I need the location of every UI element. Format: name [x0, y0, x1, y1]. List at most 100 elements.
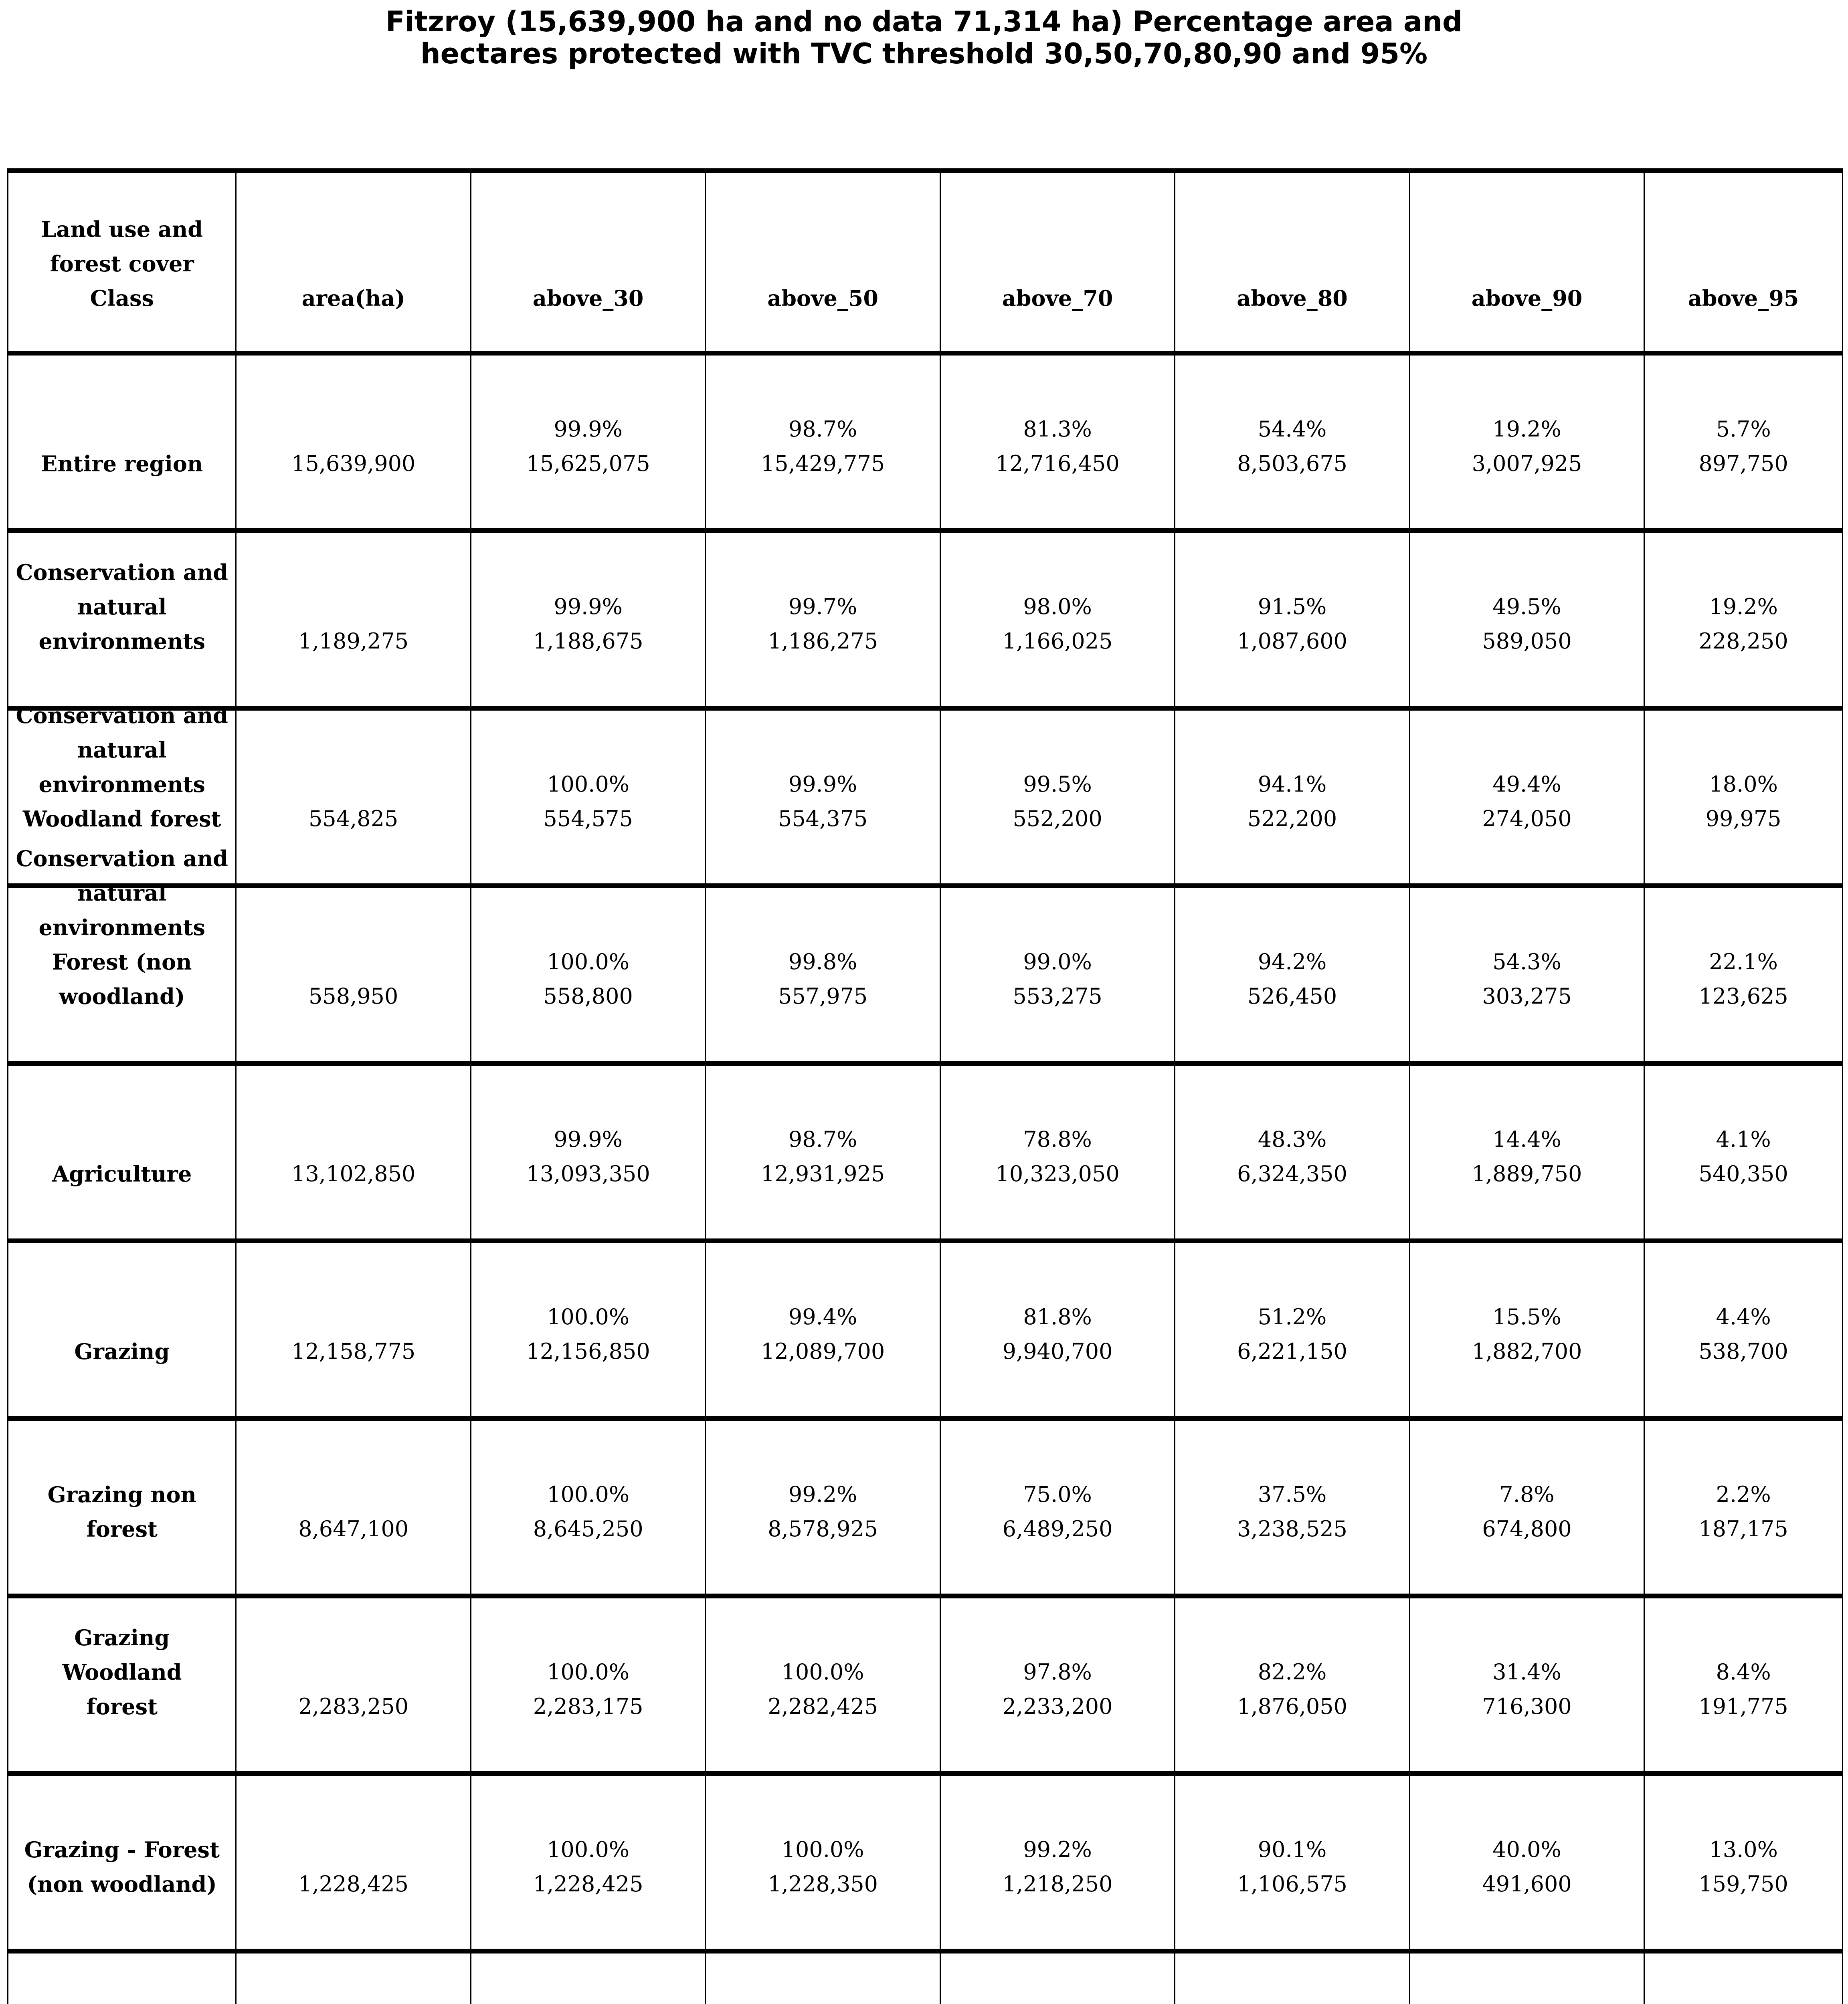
area-value: 15,639,900	[291, 451, 416, 476]
hectares-value: 554,375	[778, 806, 868, 831]
value-cell: 10.1%81,925	[1175, 1953, 1410, 2004]
value-cell: 14.4% 1,889,750	[1410, 1066, 1645, 1238]
class-cell: Cropping	[8, 1953, 237, 2004]
table-row: Agriculture 13,102,850 99.9% 13,093,350 98.7…	[8, 1061, 1842, 1238]
percent-value: 22.1%	[1709, 949, 1778, 974]
header-label: above_90	[1471, 285, 1583, 311]
value-cell-content: 51.2% 6,221,150	[1178, 1300, 1406, 1369]
value-cell-content: 31.4% 716,300	[1413, 1655, 1641, 1724]
value-cell: 22.1% 123,625	[1645, 888, 1842, 1061]
table-row: Entire region 15,639,900 99.9% 15,625,075 98…	[8, 351, 1842, 528]
class-cell: Agriculture	[8, 1066, 237, 1238]
value-cell: 97.8% 2,233,200	[941, 1598, 1176, 1771]
value-cell-content: 18.0% 99,975	[1647, 767, 1840, 836]
area-value: 1,189,275	[298, 628, 409, 654]
hectares-value: 10,323,050	[995, 1161, 1120, 1186]
area-cell: 13,102,850	[237, 1066, 471, 1238]
area-cell: 15,639,900	[237, 356, 471, 528]
value-cell: 54.3% 303,275	[1410, 888, 1645, 1061]
value-cell-content: 100.0% 1,228,425	[474, 1832, 702, 1901]
value-cell: 4.4% 538,700	[1645, 1243, 1842, 1416]
class-label: Conservation and natural environments Fo…	[16, 846, 228, 1009]
value-cell-content: 75.0% 6,489,250	[943, 1477, 1172, 1546]
hectares-value: 274,050	[1482, 806, 1572, 831]
percent-value: 2.2%	[1716, 1482, 1771, 1507]
area-value: 554,825	[309, 806, 398, 831]
class-cell: Grazing Woodland forest	[8, 1598, 237, 1771]
value-cell-content: 98.0% 1,166,025	[943, 590, 1172, 659]
header-cell: area(ha)	[237, 173, 471, 351]
value-cell: 15.5% 1,882,700	[1410, 1243, 1645, 1416]
percent-value: 99.2%	[788, 1482, 857, 1507]
area-cell: 1,189,275	[237, 533, 471, 706]
value-cell-content: 40.0% 491,600	[1413, 1832, 1641, 1901]
table-row: Grazing - Forest (non woodland) 1,228,425…	[8, 1771, 1842, 1949]
hectares-value: 8,503,675	[1237, 451, 1347, 476]
value-cell-content: 91.5% 1,087,600	[1178, 590, 1406, 659]
value-cell-content: 15.5% 1,882,700	[1413, 1300, 1641, 1369]
hectares-value: 13,093,350	[526, 1161, 650, 1186]
value-cell-content: 7.8% 674,800	[1413, 1477, 1641, 1546]
header-cell: above_30	[471, 173, 706, 351]
value-cell: 54.4% 8,503,675	[1175, 356, 1410, 528]
area-cell: 12,158,775	[237, 1243, 471, 1416]
value-cell-content: 99.5% 552,200	[943, 767, 1172, 836]
hectares-value: 6,489,250	[1002, 1516, 1113, 1541]
percent-value: 99.9%	[554, 1127, 623, 1152]
value-cell-content: 99.4% 12,089,700	[708, 1300, 937, 1369]
value-cell: 89.4%726,600	[706, 1953, 941, 2004]
value-cell-content: 99.7% 1,186,275	[708, 590, 937, 659]
hectares-value: 1,876,050	[1237, 1694, 1347, 1719]
header-class-cell: Land use and forest cover Class	[8, 173, 237, 351]
page-title-line1: Fitzroy (15,639,900 ha and no data 71,31…	[385, 5, 1463, 38]
value-cell-content: 100.0% 2,282,425	[708, 1655, 937, 1724]
page-title: Fitzroy (15,639,900 ha and no data 71,31…	[0, 6, 1848, 70]
percent-value: 8.4%	[1716, 1659, 1771, 1685]
value-cell-content: 19.2% 228,250	[1647, 590, 1840, 659]
value-cell-content: 54.3% 303,275	[1413, 945, 1641, 1014]
hectares-value: 526,450	[1247, 984, 1337, 1009]
hectares-value: 557,975	[778, 984, 868, 1009]
percent-value: 98.7%	[788, 1127, 857, 1152]
area-cell: 554,825	[237, 711, 471, 883]
hectares-value: 1,228,350	[768, 1871, 878, 1897]
hectares-value: 12,089,700	[761, 1339, 885, 1364]
header-label: above_95	[1688, 285, 1799, 311]
value-cell-content: 94.1% 522,200	[1178, 767, 1406, 836]
value-cell-content: 4.1% 540,350	[1647, 1122, 1840, 1191]
percent-value: 49.5%	[1492, 594, 1561, 619]
value-cell: 100.0% 554,575	[471, 711, 706, 883]
hectares-value: 716,300	[1482, 1694, 1572, 1719]
header-label: above_70	[1002, 285, 1113, 311]
value-cell: 7.8% 674,800	[1410, 1421, 1645, 1594]
value-cell: 100.0% 1,228,425	[471, 1776, 706, 1949]
hectares-value: 589,050	[1482, 628, 1572, 654]
percent-value: 100.0%	[547, 772, 630, 797]
percent-value: 99.7%	[788, 594, 857, 619]
table-row: Conservation and natural environments Fo…	[8, 846, 1842, 1061]
value-cell: 0.5%4,375	[1410, 1953, 1645, 2004]
value-cell: 99.9% 1,188,675	[471, 533, 706, 706]
area-value: 2,283,250	[298, 1694, 409, 1719]
value-cell: 81.3% 12,716,450	[941, 356, 1176, 528]
value-cell-content: 98.7% 15,429,775	[708, 412, 937, 481]
percent-value: 100.0%	[547, 1482, 630, 1507]
area-value: 12,158,775	[291, 1339, 416, 1364]
value-cell: 8.4% 191,775	[1645, 1598, 1842, 1771]
area-cell: 2,283,250	[237, 1598, 471, 1771]
header-label: above_50	[767, 285, 878, 311]
percent-value: 49.4%	[1492, 772, 1561, 797]
value-cell-content: 8.4% 191,775	[1647, 1655, 1840, 1724]
hectares-value: 99,975	[1705, 806, 1781, 831]
percent-value: 97.8%	[1023, 1659, 1092, 1685]
value-cell-content: 99.2% 8,578,925	[708, 1477, 937, 1546]
value-cell: 51.2% 6,221,150	[1175, 1243, 1410, 1416]
value-cell-content: 97.8% 2,233,200	[943, 1655, 1172, 1724]
percent-value: 31.4%	[1492, 1659, 1561, 1685]
value-cell: 99.5% 552,200	[941, 711, 1176, 883]
value-cell-content: 37.5% 3,238,525	[1178, 1477, 1406, 1546]
value-cell: 48.3% 6,324,350	[1175, 1066, 1410, 1238]
value-cell: 81.8% 9,940,700	[941, 1243, 1176, 1416]
hectares-value: 1,882,700	[1472, 1339, 1582, 1364]
